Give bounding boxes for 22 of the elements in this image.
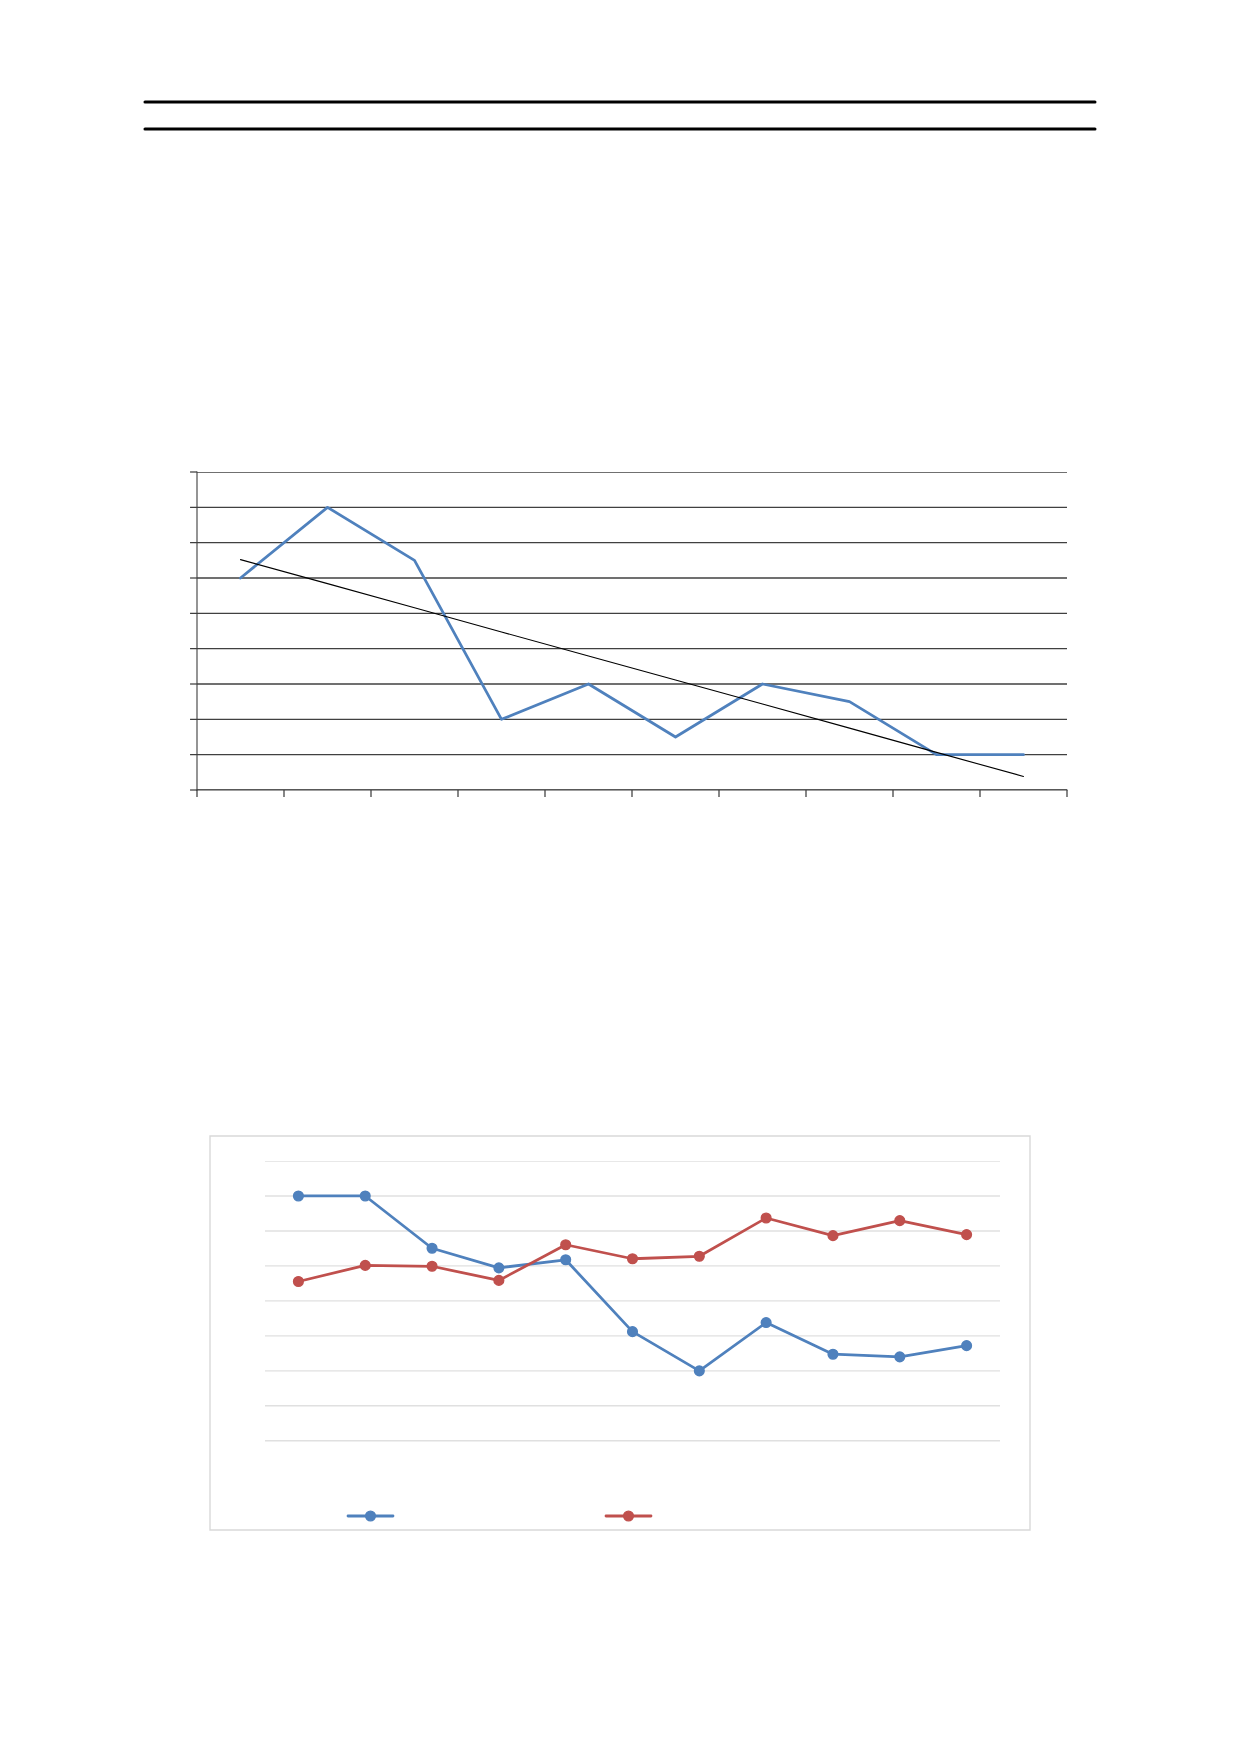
point bbox=[292, 1275, 304, 1288]
point bbox=[760, 1212, 772, 1224]
point bbox=[827, 1230, 839, 1242]
point bbox=[626, 1253, 639, 1265]
point bbox=[760, 1317, 772, 1329]
point bbox=[626, 1326, 639, 1338]
point bbox=[693, 1365, 705, 1377]
point bbox=[827, 1348, 839, 1360]
point bbox=[894, 1215, 906, 1227]
point bbox=[961, 1229, 973, 1241]
point bbox=[359, 1190, 371, 1202]
point bbox=[894, 1351, 906, 1363]
point bbox=[693, 1250, 705, 1262]
point bbox=[560, 1239, 572, 1251]
point bbox=[426, 1242, 438, 1254]
point bbox=[359, 1259, 371, 1271]
point bbox=[493, 1262, 505, 1274]
point bbox=[961, 1340, 973, 1352]
point bbox=[426, 1260, 438, 1272]
point bbox=[493, 1274, 505, 1286]
point bbox=[292, 1190, 304, 1202]
point bbox=[560, 1254, 572, 1266]
